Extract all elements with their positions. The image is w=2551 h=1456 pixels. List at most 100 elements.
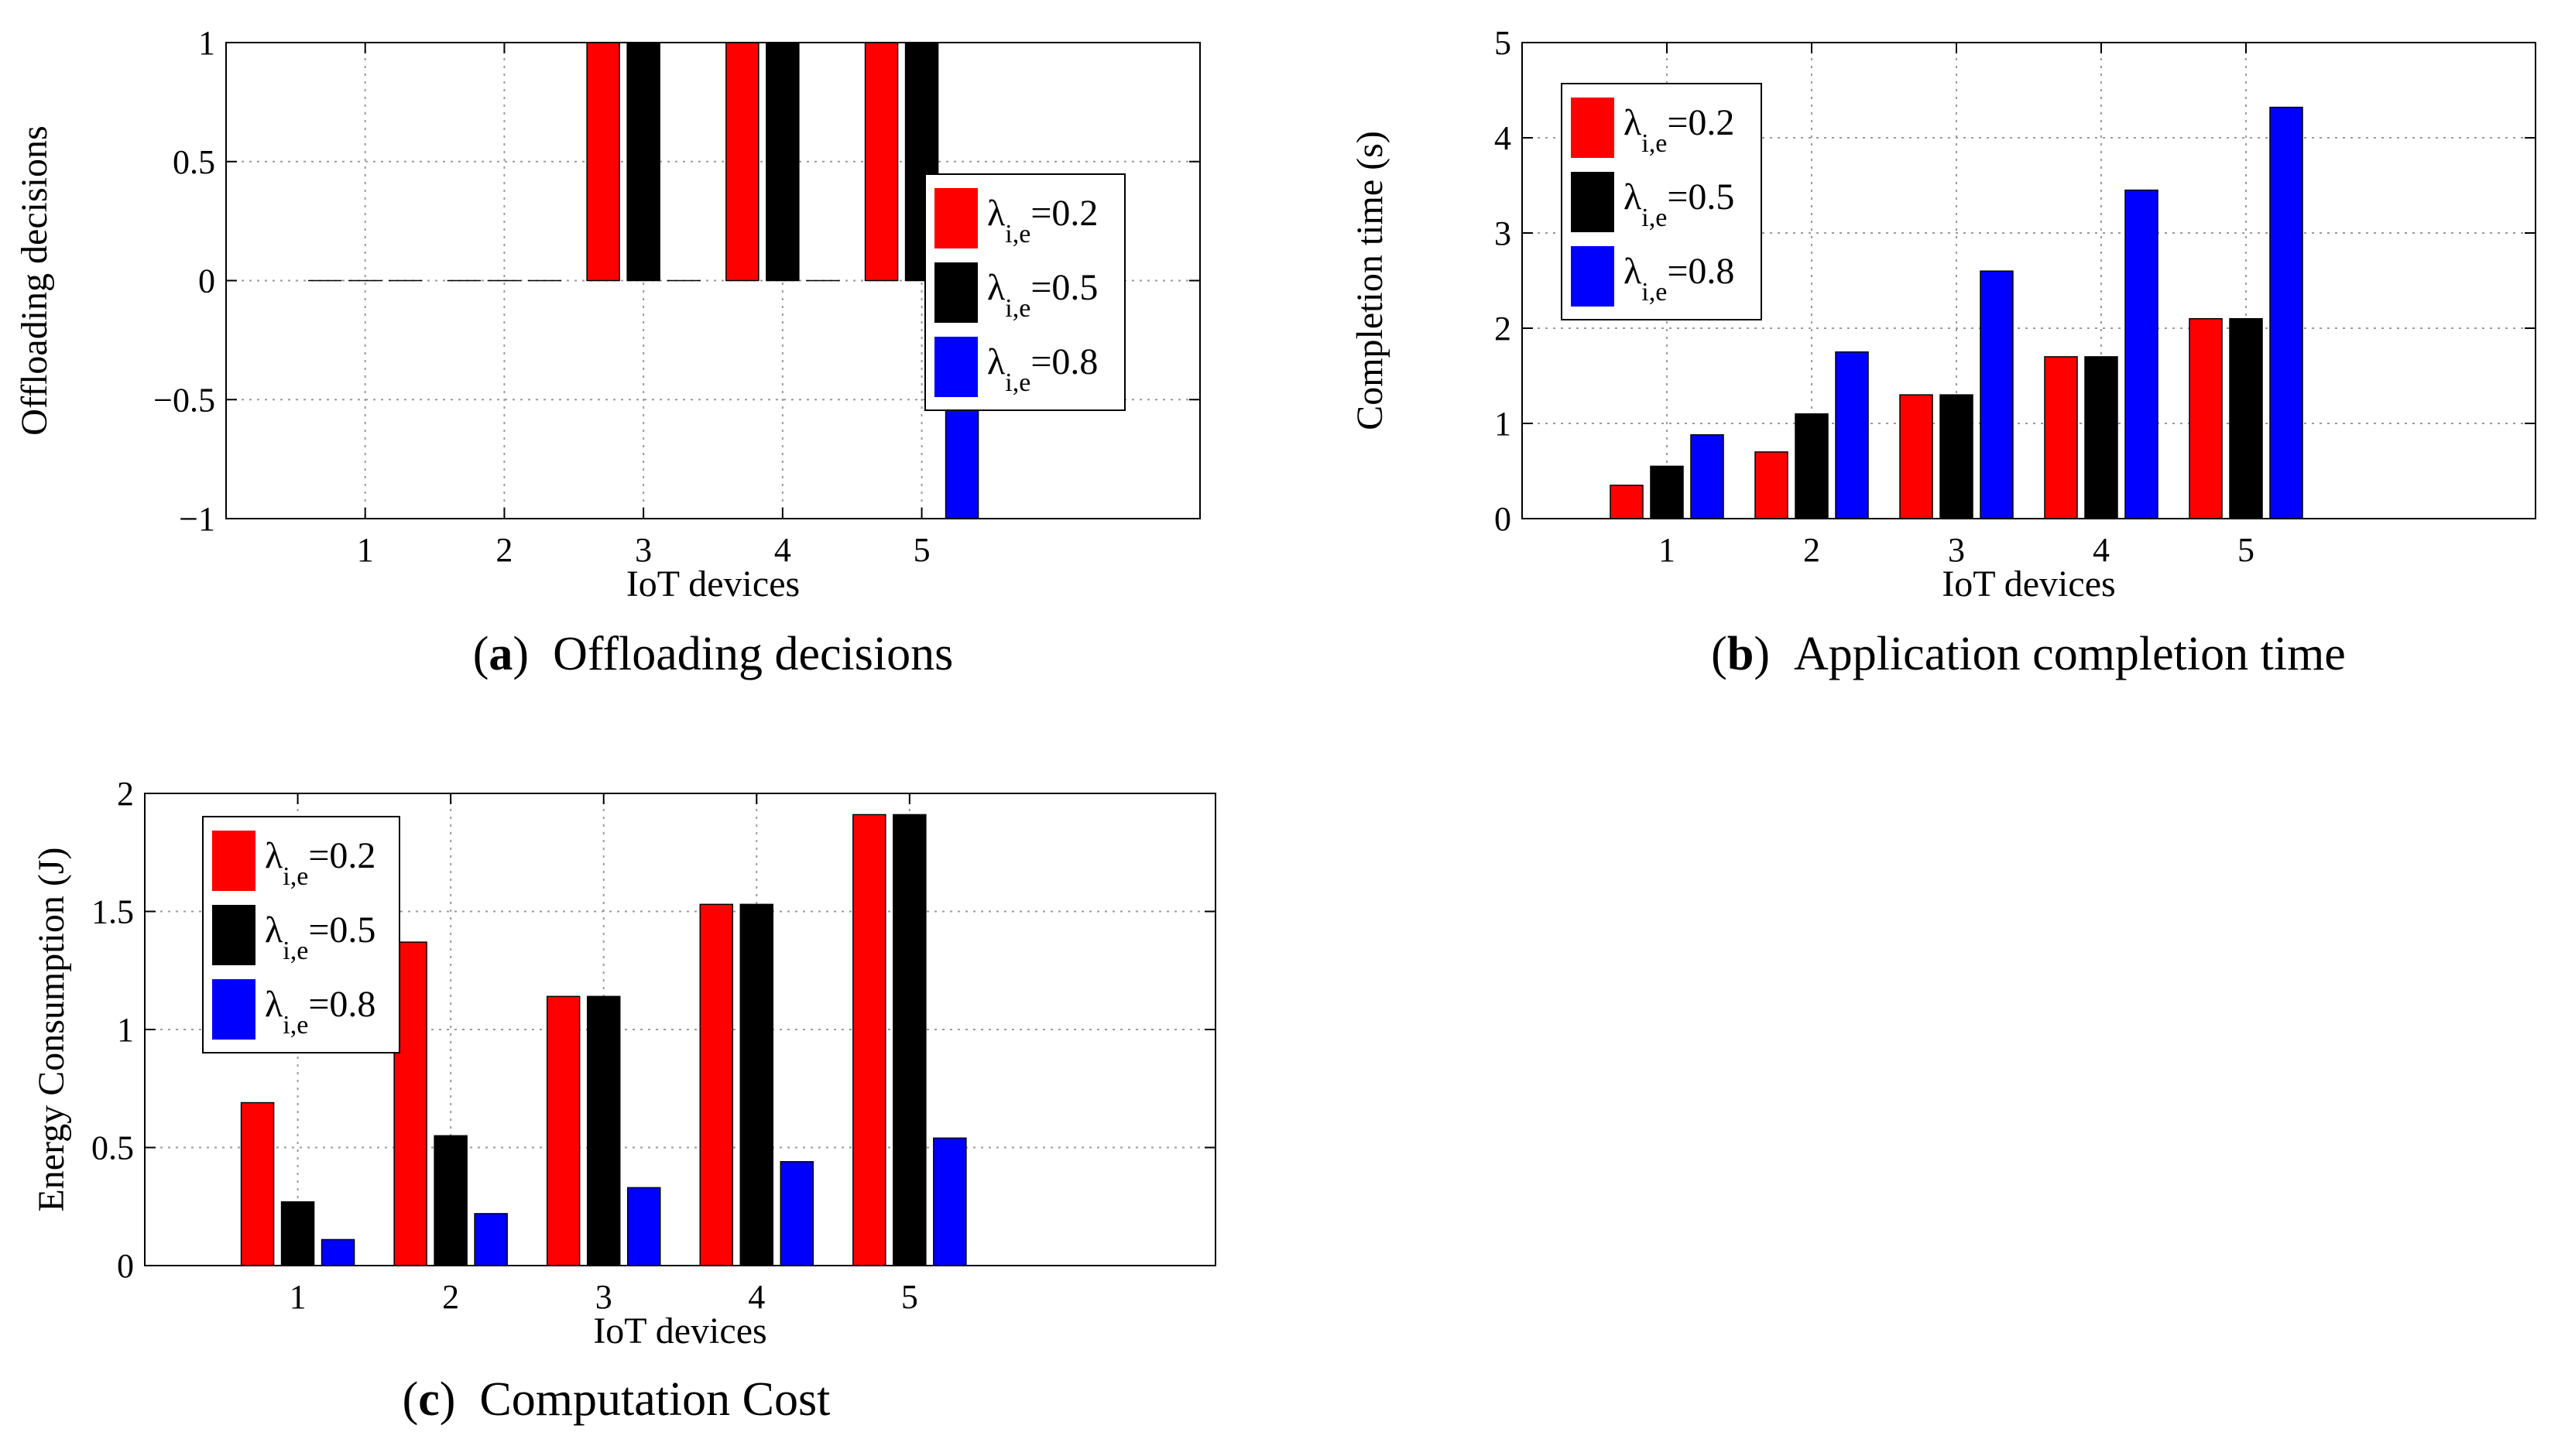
legend-label: λi,e=0.5 <box>265 910 375 965</box>
legend-swatch <box>1571 246 1614 307</box>
bars <box>240 814 967 1266</box>
bar <box>626 42 660 282</box>
bars <box>1610 106 2303 519</box>
x-tick-label: 2 <box>495 531 513 569</box>
x-tick-label: 2 <box>1803 531 1820 569</box>
bar <box>1610 485 1644 519</box>
y-tick-label: 0 <box>117 1247 134 1285</box>
legend-label: λi,e=0.8 <box>987 341 1098 397</box>
bar <box>766 42 800 282</box>
x-axis: 1 2 3 4 5 <box>1658 43 2254 569</box>
bar <box>2269 106 2303 519</box>
legend: λi,e=0.2 λi,e=0.5 λi,e=0.8 <box>924 173 1126 411</box>
y-axis: 0 0.5 1 1.5 2 <box>91 775 1215 1285</box>
legend-swatch <box>1571 98 1614 158</box>
x-tick-label: 3 <box>635 531 652 569</box>
bar <box>2044 356 2078 519</box>
legend-swatch <box>212 905 255 965</box>
y-axis: 0 1 2 3 4 5 <box>1494 24 2536 538</box>
x-tick-label: 1 <box>290 1278 307 1316</box>
legend-label: λi,e=0.5 <box>1624 176 1734 232</box>
panel-caption: (b) Application completion time <box>1711 628 2346 680</box>
bar <box>434 1135 468 1266</box>
x-tick-label: 5 <box>914 531 931 569</box>
legend-label: λi,e=0.5 <box>987 267 1098 323</box>
bar <box>474 1213 508 1266</box>
panel-caption: (c) Computation Cost <box>403 1373 831 1426</box>
chart-panel-a: −1 −0.5 0 0.5 1 1 2 3 4 5 IoT devices Offloading de… <box>14 24 1201 680</box>
axes-frame <box>1521 42 2536 519</box>
x-tick-label: 5 <box>2237 531 2254 569</box>
bar <box>1690 434 1724 519</box>
legend-label: λi,e=0.2 <box>987 193 1098 248</box>
bar <box>321 1238 355 1266</box>
y-tick-label: 1 <box>198 24 215 62</box>
bar <box>546 995 581 1266</box>
y-tick-label: −0.5 <box>153 381 215 419</box>
bar <box>699 903 734 1266</box>
y-tick-label: 1.5 <box>91 893 134 931</box>
bar <box>852 814 886 1266</box>
bar <box>2084 356 2118 519</box>
y-tick-label: 1 <box>117 1011 134 1049</box>
y-axis-label: Offloading decisions <box>14 125 55 435</box>
x-axis: 1 2 3 4 5 <box>290 793 918 1316</box>
x-tick-label: 1 <box>1658 531 1675 569</box>
legend-swatch <box>934 188 978 248</box>
legend: λi,e=0.2 λi,e=0.5 λi,e=0.8 <box>1561 83 1762 320</box>
y-tick-label: 4 <box>1494 119 1511 157</box>
bar <box>2189 317 2223 519</box>
y-axis-label: Energy Consumption (J) <box>31 847 72 1211</box>
legend-swatch <box>934 262 978 323</box>
x-tick-label: 2 <box>442 1278 459 1316</box>
chart-panel-b: 0 1 2 3 4 5 1 2 3 4 5 IoT devices Completion time (s… <box>1349 24 2536 680</box>
x-axis-label: IoT devices <box>593 1310 766 1352</box>
y-tick-label: 2 <box>117 775 134 813</box>
chart-panel-c: 0 0.5 1 1.5 2 1 2 3 4 5 IoT devices Energy Consumpt… <box>31 775 1216 1426</box>
y-axis: −1 −0.5 0 0.5 1 <box>153 24 1200 538</box>
bar <box>725 42 759 282</box>
y-tick-label: 0.5 <box>91 1129 134 1167</box>
bar <box>780 1161 814 1266</box>
y-tick-label: 3 <box>1494 214 1511 252</box>
bar <box>933 1137 967 1266</box>
bar <box>626 1187 661 1266</box>
bar <box>1980 270 2014 519</box>
y-tick-label: 5 <box>1494 24 1511 62</box>
y-tick-label: 0 <box>198 262 215 300</box>
legend-label: λi,e=0.2 <box>265 835 375 891</box>
legend-swatch <box>1571 172 1614 232</box>
legend-label: λi,e=0.2 <box>1624 102 1734 158</box>
bar <box>893 814 927 1266</box>
bar <box>2124 189 2158 519</box>
bar <box>1754 451 1788 519</box>
x-tick-label: 1 <box>357 531 374 569</box>
y-tick-label: 1 <box>1494 405 1511 443</box>
x-axis-label: IoT devices <box>1942 564 2115 605</box>
x-tick-label: 3 <box>595 1278 612 1316</box>
panel-caption: (a) Offloading decisions <box>473 628 953 680</box>
bar <box>739 903 774 1266</box>
legend: λi,e=0.2 λi,e=0.5 λi,e=0.8 <box>202 816 400 1053</box>
bar <box>586 42 620 282</box>
x-tick-label: 5 <box>901 1278 918 1316</box>
bar <box>1795 413 1829 519</box>
x-tick-label: 4 <box>748 1278 765 1316</box>
legend-swatch <box>934 337 978 397</box>
y-tick-label: −1 <box>179 500 215 538</box>
y-axis-label: Completion time (s) <box>1349 131 1390 430</box>
bar <box>864 42 899 282</box>
y-tick-label: 0.5 <box>173 143 215 181</box>
legend-swatch <box>212 979 255 1040</box>
y-tick-label: 0 <box>1494 500 1511 538</box>
bar <box>240 1101 275 1266</box>
legend-label: λi,e=0.8 <box>1624 251 1734 307</box>
bar <box>1899 394 1933 519</box>
x-axis: 1 2 3 4 5 <box>357 43 931 569</box>
x-tick-label: 3 <box>1948 531 1965 569</box>
x-tick-label: 4 <box>2093 531 2110 569</box>
y-tick-label: 2 <box>1494 310 1511 348</box>
bar <box>2229 317 2263 519</box>
legend-label: λi,e=0.8 <box>265 984 375 1040</box>
